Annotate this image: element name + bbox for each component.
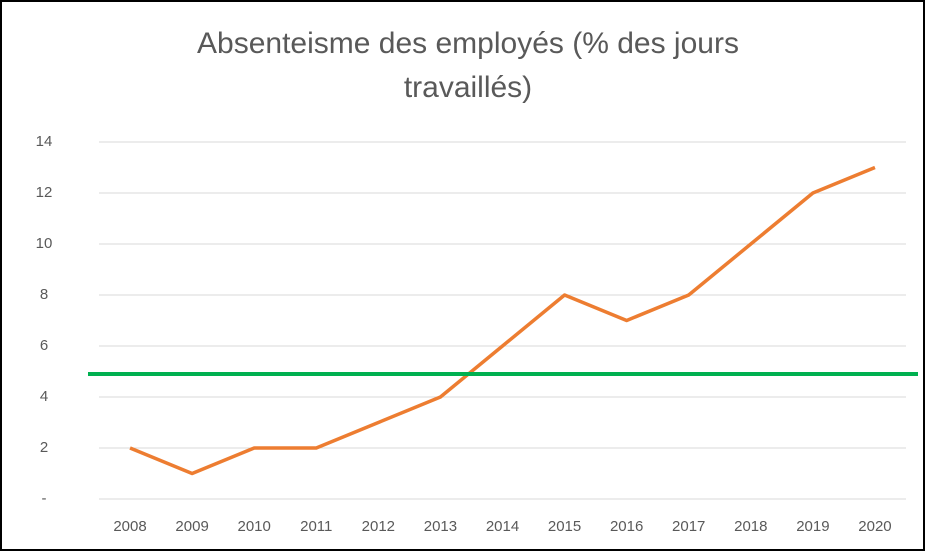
line-series: [129, 165, 876, 476]
y-tick-label: 2: [40, 439, 48, 456]
x-tick-label: 2020: [858, 518, 891, 535]
x-tick-label: 2017: [672, 518, 705, 535]
y-tick-label: 4: [40, 388, 48, 405]
x-tick-label: 2014: [486, 518, 519, 535]
x-tick-label: 2018: [734, 518, 767, 535]
y-tick-label: 6: [40, 337, 48, 354]
y-tick-label: 14: [36, 133, 53, 150]
y-tick-label: 12: [36, 184, 53, 201]
x-tick-label: 2010: [238, 518, 271, 535]
x-tick-label: 2019: [796, 518, 829, 535]
y-tick-label: 8: [40, 286, 48, 303]
x-tick-label: 2013: [424, 518, 457, 535]
x-tick-label: 2011: [300, 518, 332, 535]
x-tick-label: 2015: [548, 518, 581, 535]
x-tick-label: 2008: [113, 518, 146, 535]
x-tick-label: 2016: [610, 518, 643, 535]
chart-title: Absenteisme des employés (% des jours tr…: [197, 27, 739, 104]
x-tick-label: 2009: [175, 518, 208, 535]
x-tick-label: 2012: [362, 518, 395, 535]
y-tick-label: -: [42, 490, 47, 507]
y-tick-label: 10: [36, 235, 53, 252]
